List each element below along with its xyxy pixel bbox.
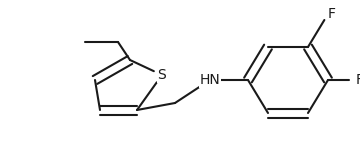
Text: F: F <box>328 7 336 21</box>
Text: S: S <box>158 68 166 82</box>
Text: F: F <box>356 73 360 87</box>
Text: HN: HN <box>200 73 220 87</box>
